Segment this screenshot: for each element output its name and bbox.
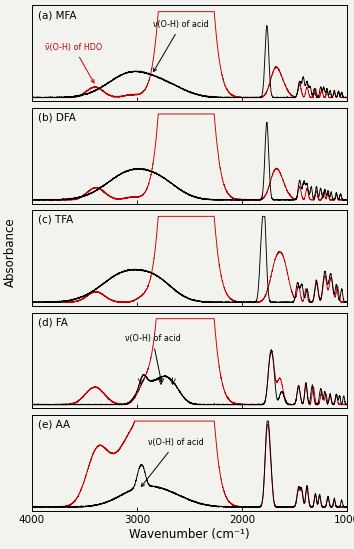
Text: ν(O-H) of acid: ν(O-H) of acid — [125, 334, 181, 382]
Text: (c) TFA: (c) TFA — [38, 215, 73, 225]
Text: Absorbance: Absorbance — [4, 218, 17, 287]
Text: ν̄(O-H) of HDO: ν̄(O-H) of HDO — [45, 43, 103, 83]
Text: (a) MFA: (a) MFA — [38, 10, 77, 20]
Text: ν(O-H) of acid: ν(O-H) of acid — [141, 439, 204, 486]
Text: ν(O-H) of acid: ν(O-H) of acid — [153, 20, 209, 71]
Text: (e) AA: (e) AA — [38, 419, 70, 430]
X-axis label: Wavenumber (cm⁻¹): Wavenumber (cm⁻¹) — [129, 528, 250, 541]
Text: (d) FA: (d) FA — [38, 317, 68, 327]
Text: (b) DFA: (b) DFA — [38, 113, 76, 122]
